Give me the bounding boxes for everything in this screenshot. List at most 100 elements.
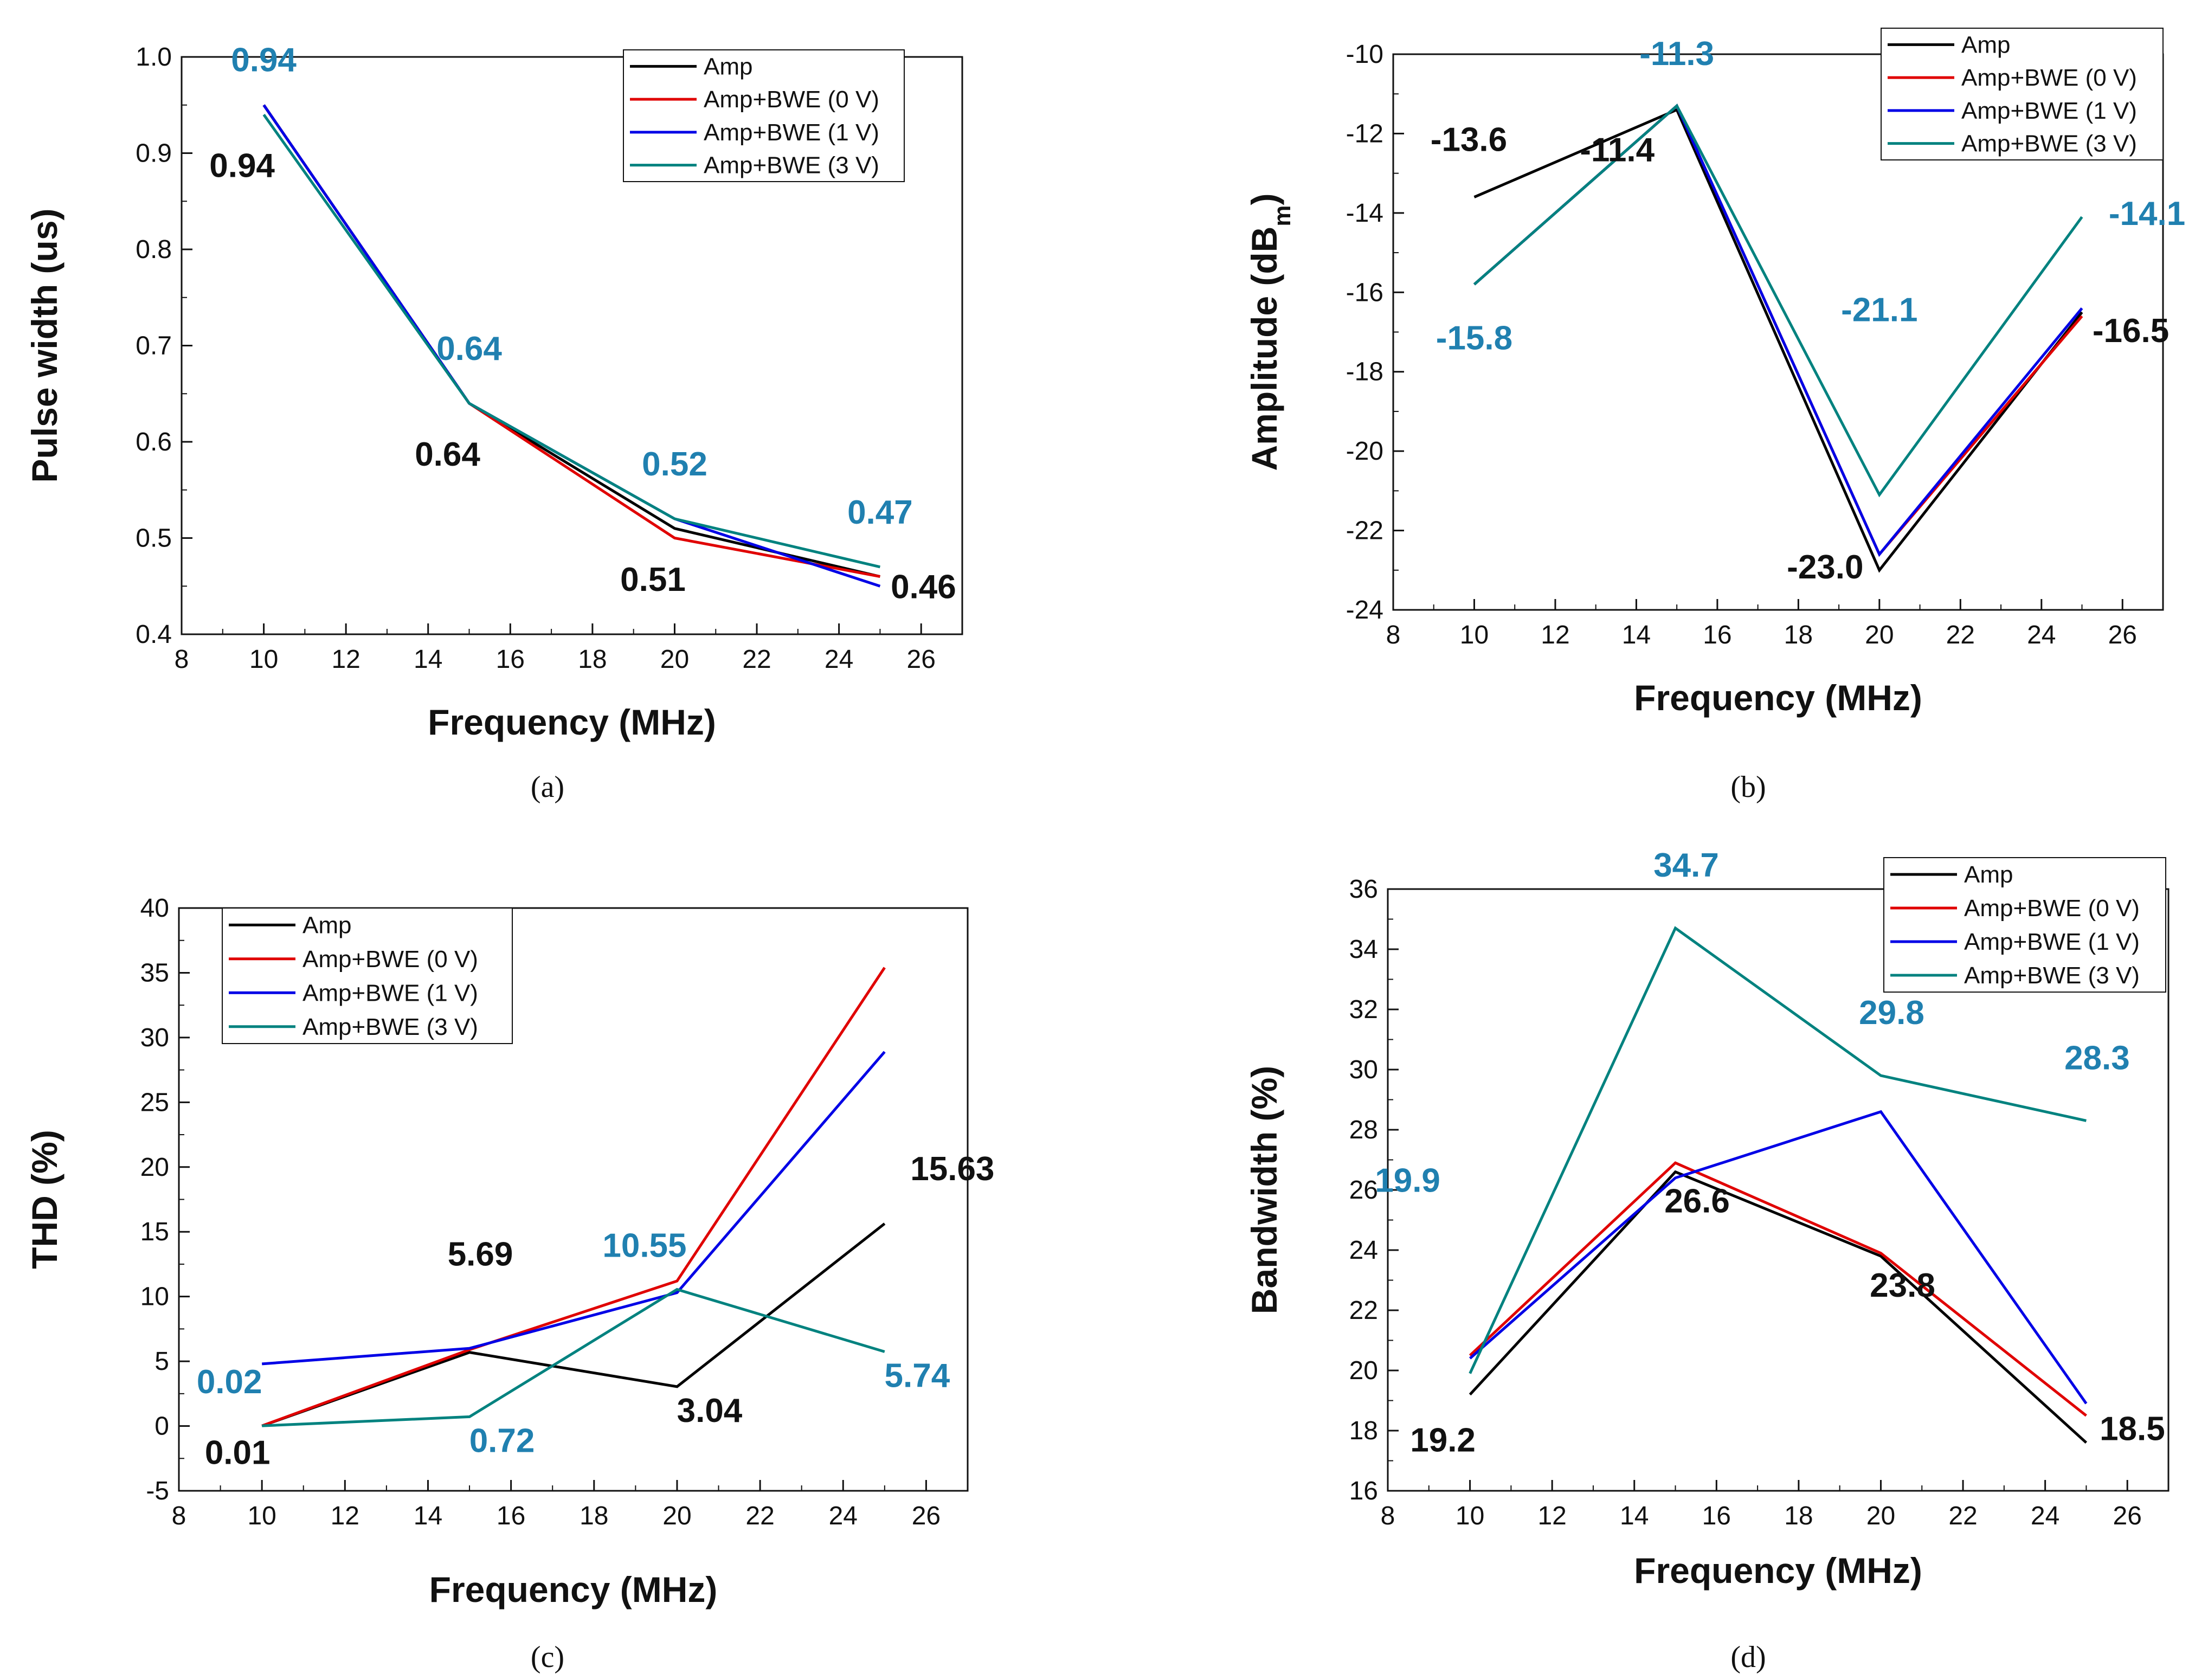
data-label: 0.47 xyxy=(847,494,913,531)
x-tick-label: 14 xyxy=(414,1502,442,1530)
legend-entry: Amp+BWE (3 V) xyxy=(704,152,879,179)
data-label: 34.7 xyxy=(1653,847,1719,884)
legend-entry: Amp+BWE (1 V) xyxy=(1964,929,2140,955)
data-label: 28.3 xyxy=(2064,1039,2130,1077)
x-tick-label: 12 xyxy=(331,645,360,674)
panel-a: 8 10 12 14 16 18 20 22 24 26 0.4 0.5 0.6 0.7 0.8 0.9 1.0… xyxy=(24,42,963,804)
y-tick-label: 0.4 xyxy=(136,620,172,649)
y-tick-label: 0.9 xyxy=(136,139,172,168)
x-axis-title: Frequency (MHz) xyxy=(1634,1550,1922,1591)
y-tick-label: -20 xyxy=(1346,437,1383,466)
legend-entry: Amp xyxy=(302,912,351,938)
data-label: 0.94 xyxy=(231,42,297,79)
y-tick-label: 32 xyxy=(1349,995,1378,1024)
y-axis-title: Amplitude (dBm) xyxy=(1244,193,1296,471)
panel-caption: (b) xyxy=(1730,770,1766,804)
series-line xyxy=(1469,1110,2088,1405)
data-label: 0.64 xyxy=(415,436,480,473)
legend-entry: Amp xyxy=(704,53,752,80)
y-axis-title: THD (%) xyxy=(24,1130,65,1269)
x-tick-label: 18 xyxy=(1784,621,1813,649)
legend-entry: Amp+BWE (3 V) xyxy=(1961,131,2137,157)
series-line xyxy=(1469,926,2087,1374)
x-tick-label: 8 xyxy=(1386,621,1401,649)
series-line xyxy=(1469,1170,2088,1444)
data-label: 0.51 xyxy=(620,561,686,598)
y-tick-label: 5 xyxy=(155,1347,169,1376)
data-label: 0.72 xyxy=(469,1422,535,1459)
x-tick-label: 10 xyxy=(247,1502,276,1530)
y-tick-label: 28 xyxy=(1349,1116,1378,1144)
legend-entry: Amp+BWE (3 V) xyxy=(302,1014,478,1040)
x-tick-label: 8 xyxy=(172,1502,186,1530)
x-tick-label: 20 xyxy=(662,1502,691,1530)
data-label: 29.8 xyxy=(1859,994,1924,1032)
y-tick-label: -22 xyxy=(1346,517,1383,545)
panel-caption: (c) xyxy=(531,1640,564,1674)
series-line xyxy=(1473,108,2083,573)
x-tick-label: 26 xyxy=(907,645,936,674)
y-tick-label: -14 xyxy=(1346,199,1383,228)
legend-entry: Amp+BWE (1 V) xyxy=(704,119,879,146)
data-label: -14.1 xyxy=(2109,195,2185,233)
y-tick-label: -24 xyxy=(1346,596,1383,625)
y-tick-label: 35 xyxy=(140,958,169,987)
y-tick-label: 18 xyxy=(1349,1417,1378,1445)
data-label: -23.0 xyxy=(1787,549,1863,586)
panel-caption: (a) xyxy=(531,770,564,804)
x-tick-label: 10 xyxy=(1456,1502,1484,1530)
legend xyxy=(222,907,513,1044)
data-label: 26.6 xyxy=(1664,1183,1730,1220)
data-label: -16.5 xyxy=(2093,312,2169,350)
x-tick-label: 26 xyxy=(2113,1502,2142,1530)
y-tick-label: -5 xyxy=(146,1477,169,1505)
y-tick-label: 40 xyxy=(140,894,169,923)
data-label: 0.94 xyxy=(209,147,275,185)
y-tick-label: 34 xyxy=(1349,935,1378,964)
x-tick-label: 26 xyxy=(2108,621,2137,649)
legend-entry: Amp+BWE (0 V) xyxy=(1964,895,2140,922)
y-tick-label: -18 xyxy=(1346,358,1383,387)
y-tick-label: 0.7 xyxy=(136,332,172,361)
x-tick-label: 16 xyxy=(496,645,525,674)
x-tick-label: 24 xyxy=(2031,1502,2059,1530)
x-axis-title: Frequency (MHz) xyxy=(1634,678,1922,718)
x-tick-label: 20 xyxy=(660,645,689,674)
y-tick-label: 36 xyxy=(1349,875,1378,904)
y-tick-label: 26 xyxy=(1349,1176,1378,1205)
legend xyxy=(1881,28,2164,160)
x-tick-label: 12 xyxy=(331,1502,359,1530)
x-tick-label: 22 xyxy=(1946,621,1975,649)
x-tick-label: 16 xyxy=(1703,621,1731,649)
data-label: 23.8 xyxy=(1870,1267,1935,1304)
y-tick-label: 30 xyxy=(140,1024,169,1052)
x-tick-label: 24 xyxy=(2027,621,2056,649)
series-line xyxy=(262,114,880,569)
x-tick-label: 20 xyxy=(1865,621,1894,649)
series-line xyxy=(262,1288,885,1427)
x-tick-label: 22 xyxy=(1948,1502,1977,1530)
y-axis-title: Pulse width (us) xyxy=(24,208,65,482)
data-label: 15.63 xyxy=(910,1150,994,1188)
y-tick-label: -16 xyxy=(1346,278,1383,307)
data-label: 0.02 xyxy=(197,1363,262,1401)
y-tick-label: 20 xyxy=(1349,1356,1378,1385)
y-tick-label: 10 xyxy=(140,1283,169,1311)
legend xyxy=(1883,857,2166,993)
x-tick-label: 8 xyxy=(1381,1502,1395,1530)
panel-b: 8 10 12 14 16 18 20 22 24 26 -24 -22 -20 -18 -16 -14 -12… xyxy=(1244,28,2185,804)
y-axis-title: Bandwidth (%) xyxy=(1244,1066,1284,1314)
y-tick-label: 0 xyxy=(155,1412,169,1441)
x-tick-label: 18 xyxy=(1784,1502,1813,1530)
data-label: -21.1 xyxy=(1841,292,1917,329)
x-tick-label: 10 xyxy=(249,645,278,674)
legend-entry: Amp+BWE (0 V) xyxy=(704,86,879,113)
legend-entry: Amp+BWE (0 V) xyxy=(302,946,478,973)
data-label: 0.46 xyxy=(891,569,956,606)
x-axis-title: Frequency (MHz) xyxy=(429,1569,718,1610)
y-tick-label: 30 xyxy=(1349,1055,1378,1084)
x-tick-label: 18 xyxy=(578,645,607,674)
x-axis-title: Frequency (MHz) xyxy=(428,702,716,742)
x-tick-label: 24 xyxy=(829,1502,858,1530)
legend-entry: Amp+BWE (0 V) xyxy=(1961,65,2137,91)
